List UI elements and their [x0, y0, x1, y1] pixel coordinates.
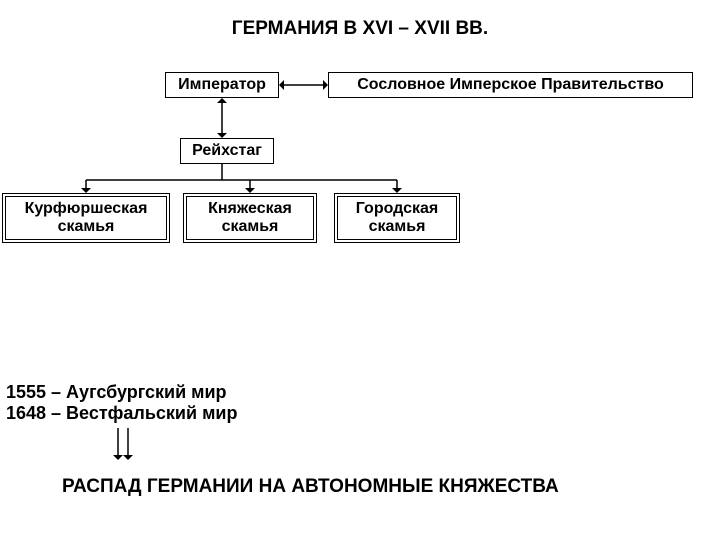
node-reichstag: Рейхстаг [180, 138, 274, 164]
node-gorod-line1: Городская [356, 200, 438, 217]
node-kurfursk-line2: скамья [58, 218, 115, 235]
node-reichstag-label: Рейхстаг [192, 142, 262, 160]
node-kurfursk-line1: Курфюршеская [25, 200, 148, 217]
page-title: ГЕРМАНИЯ В XVI – XVII ВВ. [155, 18, 565, 40]
event-line1: 1555 – Аугсбургский мир [6, 382, 227, 402]
node-gorod-line2: скамья [369, 218, 426, 235]
node-knyazh: Княжеская скамья [186, 196, 314, 240]
node-government: Сословное Имперское Правительство [328, 72, 693, 98]
conclusion-text: РАСПАД ГЕРМАНИИ НА АВТОНОМНЫЕ КНЯЖЕСТВА [62, 476, 559, 498]
node-knyazh-line1: Княжеская [208, 200, 292, 217]
events-block: 1555 – Аугсбургский мир 1648 – Вестфальс… [6, 382, 237, 424]
node-imperator: Император [165, 72, 279, 98]
node-knyazh-line2: скамья [222, 218, 279, 235]
node-imperator-label: Император [178, 76, 266, 94]
node-gorod: Городская скамья [337, 196, 457, 240]
event-line2: 1648 – Вестфальский мир [6, 403, 237, 423]
node-kurfursk: Курфюршеская скамья [5, 196, 167, 240]
node-government-label: Сословное Имперское Правительство [357, 76, 664, 94]
